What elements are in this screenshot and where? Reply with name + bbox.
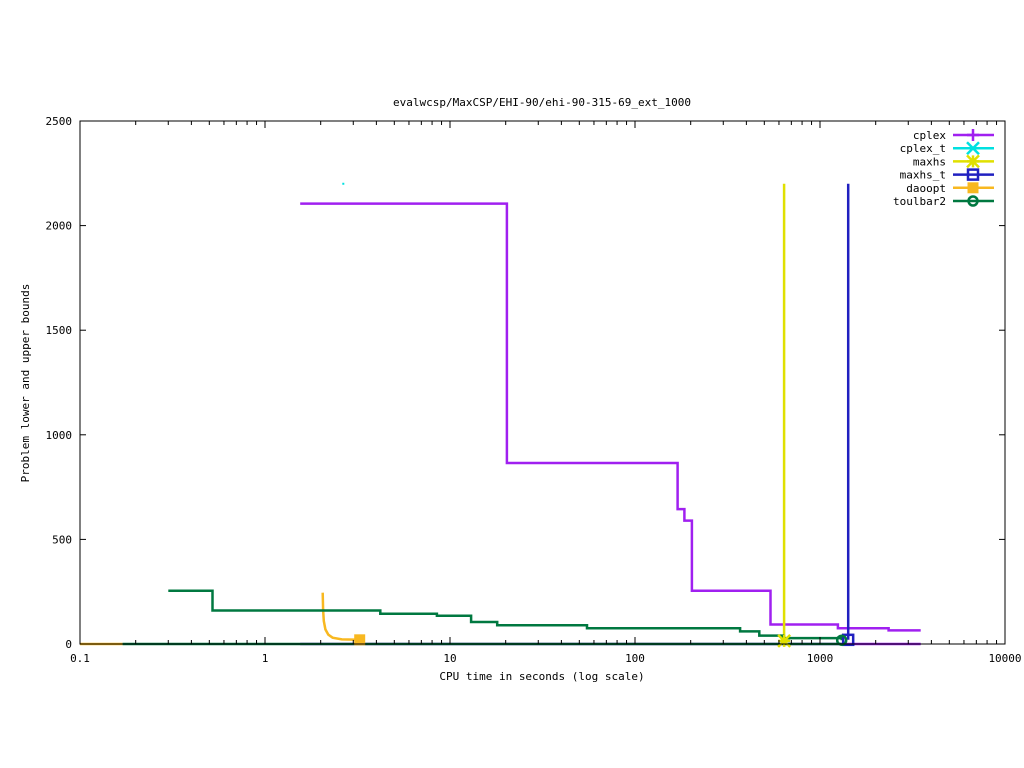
x-tick-label: 1000 [807,652,834,665]
y-tick-label: 1500 [46,324,73,337]
series-marker-daoopt [354,634,366,646]
plot-frame [79,120,1006,645]
legend-marker-maxhs_t [966,168,980,181]
x-tick-label: 10 [443,652,456,665]
legend-label-toulbar2: toulbar2 [893,195,946,208]
x-tick-label: 1 [262,652,269,665]
legend-marker-cplex_t [966,141,980,156]
series-point-cplex_t [342,182,345,185]
x-tick-label: 10000 [988,652,1021,665]
axes: 0 500 1000 1500 2000 2500 0.1 1 10 100 1000 10000 [46,115,1022,665]
chart-title: evalwcsp/MaxCSP/EHI-90/ehi-90-315-69_ext… [393,96,691,109]
series-marker-maxhs [777,633,792,648]
legend-label-cplex_t: cplex_t [900,142,946,155]
legend-marker-cplex [967,129,979,141]
legend-marker-maxhs [966,154,980,169]
x-axis-label: CPU time in seconds (log scale) [439,670,644,683]
legend-label-daoopt: daoopt [906,182,946,195]
legend-marker-daoopt [967,182,979,194]
legend-label-cplex: cplex [913,129,946,142]
y-tick-label: 2500 [46,115,73,128]
y-tick-label: 2000 [46,220,73,233]
legend-label-maxhs: maxhs [913,155,946,168]
y-tick-label: 1000 [46,429,73,442]
series-line-toulbar2 [168,589,843,641]
legend-label-maxhs_t: maxhs_t [900,169,946,182]
legend-marker-toulbar2 [967,195,979,207]
x-tick-label: 0.1 [70,652,90,665]
series-line-cplex [300,202,921,632]
y-axis-label: Problem lower and upper bounds [19,284,32,483]
y-tick-label: 0 [65,638,72,651]
series-marker-toulbar2 [835,634,848,646]
series-marker-maxhs_t [841,633,855,647]
y-tick-label: 500 [52,533,72,546]
x-tick-label: 100 [625,652,645,665]
